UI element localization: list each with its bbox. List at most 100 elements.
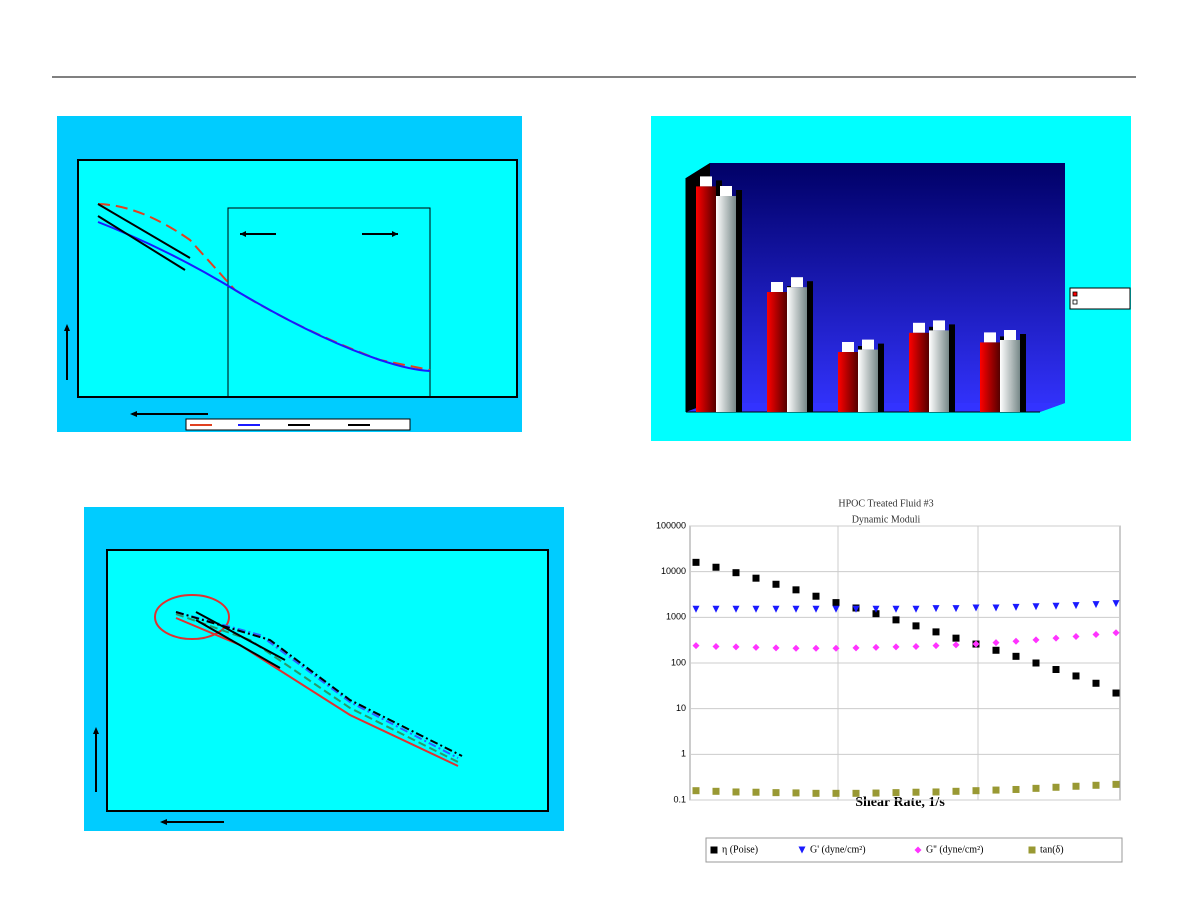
point: [812, 644, 820, 652]
legend-marker: [798, 846, 806, 854]
point: [1072, 602, 1080, 610]
chart-subtitle: Dynamic Moduli: [852, 514, 921, 525]
y-tick-label: 1000: [666, 612, 686, 622]
point: [1112, 600, 1120, 608]
point: [712, 563, 720, 571]
moduli-chart: HPOC Treated Fluid #3 Dynamic Moduli She…: [656, 498, 1123, 863]
point: [1112, 689, 1120, 697]
legend-label: tan(δ): [1040, 844, 1064, 855]
point: [1052, 634, 1060, 642]
point: [792, 586, 800, 594]
point: [712, 642, 720, 650]
y-tick-label: 0.1: [673, 794, 686, 804]
point: [1092, 679, 1100, 687]
legend-marker: [914, 846, 922, 854]
bar-side: [1020, 334, 1026, 412]
bar: [787, 287, 807, 412]
y-tick-label: 10000: [661, 566, 686, 576]
legend-swatch: [1072, 291, 1078, 297]
point: [1012, 652, 1020, 660]
point: [1012, 637, 1020, 645]
point: [852, 789, 860, 797]
point: [732, 605, 740, 613]
point: [752, 788, 760, 796]
point: [812, 592, 820, 600]
point: [692, 787, 700, 795]
point: [1052, 783, 1060, 791]
point: [752, 643, 760, 651]
point: [872, 789, 880, 797]
y-tick-label: 100: [671, 657, 686, 667]
point: [952, 605, 960, 613]
bar-side: [949, 324, 955, 412]
point: [1032, 784, 1040, 792]
point: [1032, 636, 1040, 644]
y-tick-label: 100000: [656, 520, 686, 530]
bar-top: [771, 282, 783, 292]
bar: [980, 342, 1000, 412]
point: [872, 610, 880, 618]
bar-side: [736, 190, 742, 412]
point: [692, 642, 700, 650]
point: [892, 643, 900, 651]
point: [932, 788, 940, 796]
point: [792, 644, 800, 652]
legend-label: G' (dyne/cm²): [810, 844, 866, 855]
point: [1092, 781, 1100, 789]
point: [912, 788, 920, 796]
point: [772, 644, 780, 652]
point: [732, 569, 740, 577]
point: [972, 640, 980, 648]
legend-marker: [1028, 846, 1036, 854]
point: [832, 599, 840, 607]
bar-top: [933, 320, 945, 331]
point: [732, 788, 740, 796]
bar-top: [913, 322, 925, 333]
bar-chart: [651, 116, 1131, 441]
point: [812, 605, 820, 613]
point: [952, 634, 960, 642]
bar-side: [878, 343, 884, 412]
bar: [909, 332, 929, 412]
point: [1032, 659, 1040, 667]
point: [1052, 666, 1060, 674]
point: [692, 605, 700, 613]
point: [992, 604, 1000, 612]
point: [932, 642, 940, 650]
point: [932, 628, 940, 636]
bar: [716, 196, 736, 412]
point: [892, 789, 900, 797]
bar: [858, 349, 878, 412]
legend-swatch: [1072, 299, 1078, 305]
point: [1112, 780, 1120, 788]
point: [992, 646, 1000, 654]
point: [772, 605, 780, 613]
bar: [1000, 340, 1020, 412]
x-axis-label: Shear Rate, 1/s: [855, 795, 945, 810]
bar-top: [1004, 330, 1016, 340]
bar-top: [862, 339, 874, 350]
point: [1112, 629, 1120, 637]
point: [892, 616, 900, 624]
y-tick-label: 1: [681, 749, 686, 759]
point: [692, 558, 700, 566]
bar-top: [720, 186, 732, 196]
point: [772, 789, 780, 797]
point: [1092, 601, 1100, 609]
point: [712, 605, 720, 613]
point: [752, 574, 760, 582]
point: [832, 605, 840, 613]
point: [852, 605, 860, 613]
flow-chart-a: [57, 116, 522, 432]
point: [1092, 631, 1100, 639]
chart-title: HPOC Treated Fluid #3: [838, 498, 933, 509]
point: [792, 789, 800, 797]
point: [892, 605, 900, 613]
y-tick-label: 10: [676, 703, 686, 713]
bar-side: [807, 281, 813, 412]
legend-marker: [710, 846, 718, 854]
bar-top: [700, 176, 712, 187]
bar: [767, 292, 787, 412]
bar-top: [791, 277, 803, 288]
point: [752, 605, 760, 613]
